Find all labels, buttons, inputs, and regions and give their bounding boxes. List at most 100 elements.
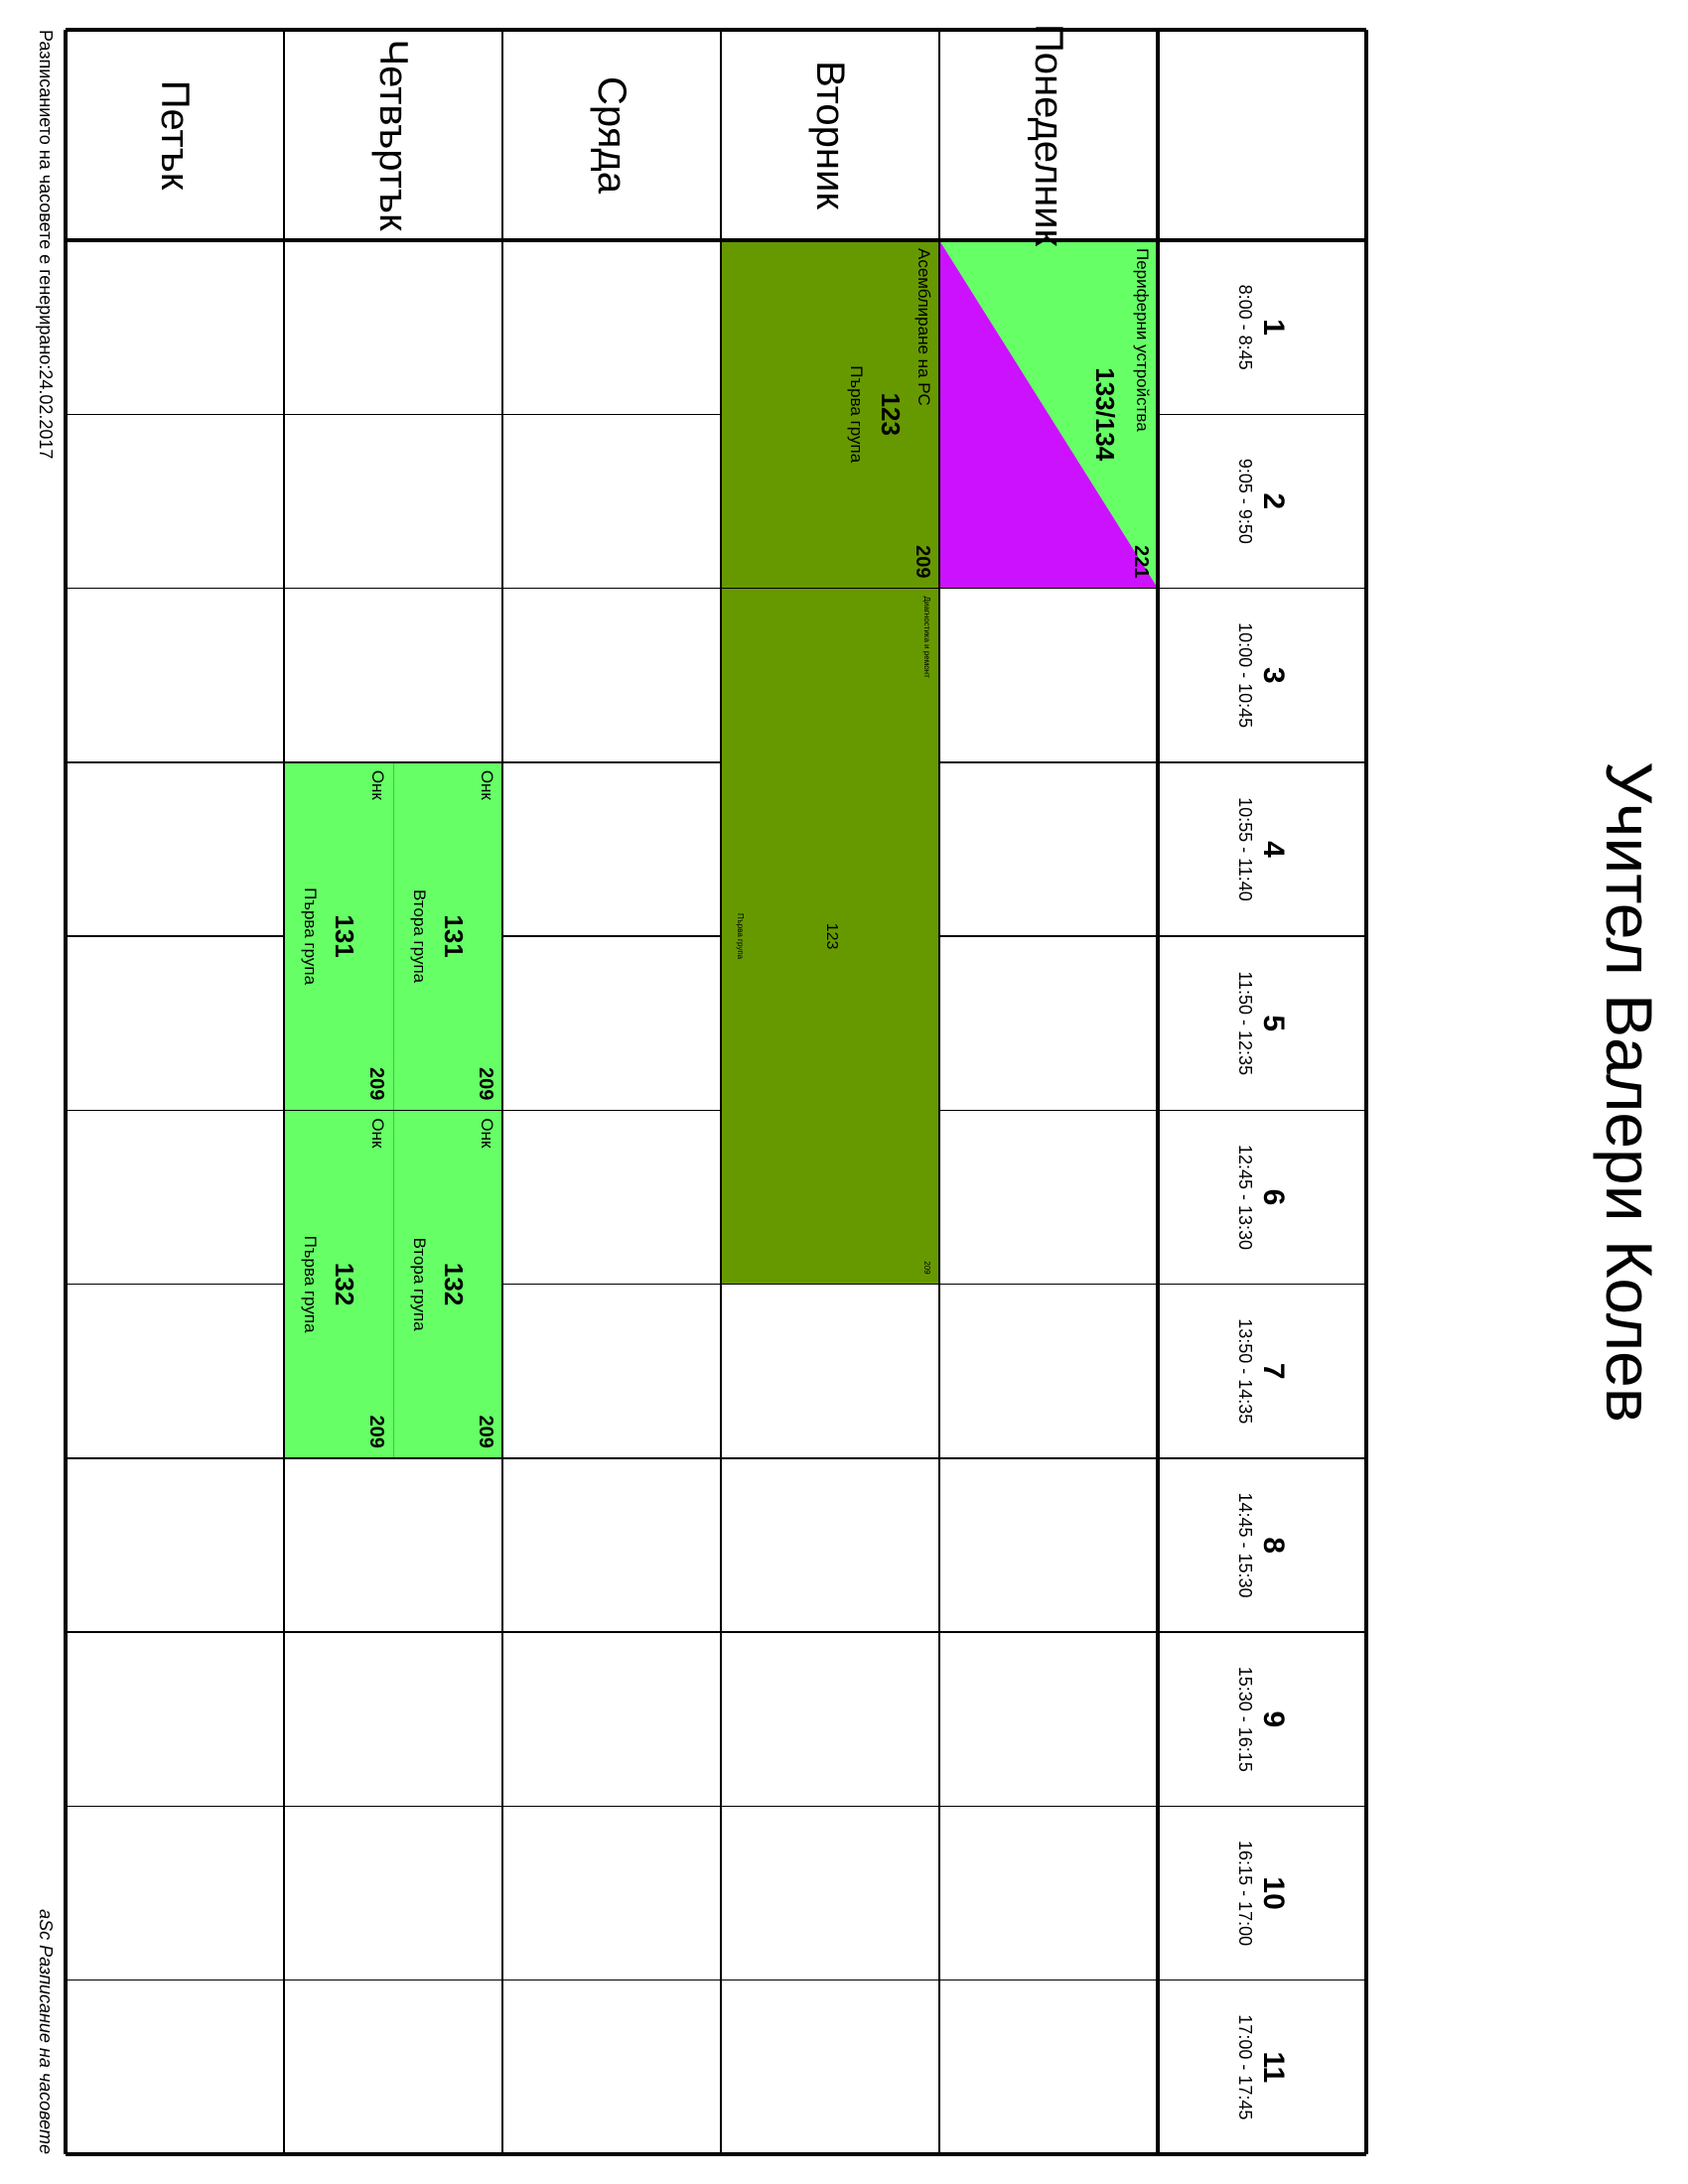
day-header-friday: Петък xyxy=(153,79,198,191)
grid-line-vertical xyxy=(939,935,1158,937)
day-header-tuesday: Вторник xyxy=(808,61,853,209)
grid-line-vertical xyxy=(721,588,939,590)
period-time: 15:30 - 16:15 xyxy=(1235,1666,1255,1772)
grid-line-vertical xyxy=(721,1631,939,1633)
grid-line-vertical xyxy=(284,413,502,416)
period-number: 11 xyxy=(1257,2051,1290,2084)
grid-line-vertical xyxy=(66,1109,284,1112)
period-time: 11:50 - 12:35 xyxy=(1235,971,1255,1076)
period-label: 4 10:55 - 11:40 xyxy=(1158,762,1366,936)
grid-line-vertical xyxy=(502,1979,721,1981)
lesson-tuesday-assembly: Асемблиране на PC 209 123 Първа група xyxy=(721,240,939,589)
period-time: 10:55 - 11:40 xyxy=(1235,797,1255,901)
lesson-subject: Онк xyxy=(478,1118,496,1149)
period-label: 3 10:00 - 10:45 xyxy=(1158,589,1366,762)
grid-line-vertical xyxy=(1158,1631,1366,1633)
grid-line-vertical xyxy=(1158,761,1366,763)
grid-line-vertical xyxy=(721,1805,939,1808)
period-number: 1 xyxy=(1257,319,1290,336)
period-time: 9:05 - 9:50 xyxy=(1235,458,1255,544)
period-number: 9 xyxy=(1257,1710,1290,1728)
grid-line-vertical xyxy=(939,1109,1158,1112)
period-label: 7 13:50 - 14:35 xyxy=(1158,1285,1366,1458)
period-label: 10 16:15 - 17:00 xyxy=(1158,1806,1366,1979)
lesson-group: Първа група xyxy=(301,1235,320,1333)
grid-line-vertical xyxy=(66,1457,284,1459)
lesson-class: 131 xyxy=(439,914,469,958)
grid-line-vertical xyxy=(721,1283,939,1286)
grid-line-horizontal xyxy=(1156,30,1160,2154)
period-label: 9 15:30 - 16:15 xyxy=(1158,1632,1366,1806)
grid-line-vertical xyxy=(502,1631,721,1633)
lesson-room: 209 xyxy=(475,1066,496,1101)
period-time: 14:45 - 15:30 xyxy=(1235,1492,1255,1598)
lesson-group: Втора група xyxy=(410,889,429,984)
grid-line-vertical xyxy=(66,935,284,937)
generated-date-note: Разписанието на часовете е генерирано:24… xyxy=(36,30,56,460)
period-label: 2 9:05 - 9:50 xyxy=(1158,414,1366,588)
grid-line-vertical xyxy=(939,1979,1158,1981)
grid-line-vertical xyxy=(502,587,721,590)
period-time: 16:15 - 17:00 xyxy=(1235,1841,1255,1947)
grid-line-vertical xyxy=(66,1805,284,1808)
lesson-group: Първа група xyxy=(736,913,745,960)
grid-line-vertical xyxy=(66,28,1366,32)
grid-line-horizontal xyxy=(938,30,940,2154)
diagonal-top-fill xyxy=(939,240,1158,589)
grid-line-vertical xyxy=(66,413,284,416)
grid-line-horizontal xyxy=(501,30,503,2154)
day-header-monday: Понеделник xyxy=(1027,24,1071,246)
grid-line-vertical xyxy=(721,1457,939,1459)
grid-line-vertical xyxy=(1158,1979,1366,1981)
period-time: 12:45 - 13:30 xyxy=(1235,1144,1255,1251)
grid-line-vertical xyxy=(1158,935,1366,937)
grid-line-vertical xyxy=(939,761,1158,763)
grid-line-vertical xyxy=(939,1805,1158,1808)
grid-line-vertical xyxy=(502,1109,721,1112)
period-number: 6 xyxy=(1257,1188,1290,1206)
lesson-room: 209 xyxy=(365,1415,387,1448)
lesson-group: Първа група xyxy=(847,365,866,464)
grid-line-vertical xyxy=(502,761,721,763)
lesson-class: 123 xyxy=(876,392,906,436)
period-time: 10:00 - 10:45 xyxy=(1235,622,1255,729)
grid-line-horizontal xyxy=(283,30,285,2154)
period-number: 10 xyxy=(1257,1876,1290,1910)
grid-line-vertical xyxy=(66,238,1366,242)
lesson-room: 209 xyxy=(922,1261,931,1275)
grid-line-vertical xyxy=(66,587,284,590)
period-number: 8 xyxy=(1257,1537,1290,1554)
timetable-grid: Периферни устройства 221 133/134 Асембли… xyxy=(64,24,1368,2156)
period-number: 7 xyxy=(1257,1362,1290,1380)
lesson-room: 209 xyxy=(475,1415,496,1448)
grid-line-vertical xyxy=(66,1979,284,1981)
period-time: 17:00 - 17:45 xyxy=(1235,2014,1255,2120)
grid-line-vertical xyxy=(939,587,1158,590)
lesson-thursday-131-group2: Онк 209 131 Втора група xyxy=(393,761,502,1111)
grid-line-vertical xyxy=(1158,1805,1366,1808)
period-label: 11 17:00 - 17:45 xyxy=(1158,1980,1366,2154)
lesson-monday-diagonal-background xyxy=(939,240,1158,589)
lesson-monday-peripheral-devices: Периферни устройства 221 133/134 xyxy=(939,240,1158,589)
grid-line-vertical xyxy=(1158,413,1366,416)
lesson-thursday-132-group2: Онк 209 132 Втора група xyxy=(393,1110,502,1458)
period-label: 6 12:45 - 13:30 xyxy=(1158,1110,1366,1284)
lesson-subject: Асемблиране на PC xyxy=(914,248,933,406)
grid-line-vertical xyxy=(284,1631,502,1633)
lesson-subject: Периферни устройства xyxy=(1133,248,1152,432)
grid-line-vertical xyxy=(502,1283,721,1286)
grid-line-vertical xyxy=(1158,1109,1366,1112)
lesson-subject: Онк xyxy=(368,1118,387,1149)
grid-line-vertical xyxy=(1158,1457,1366,1459)
period-time: 8:00 - 8:45 xyxy=(1235,284,1255,370)
lesson-subject: Диагностика и ремонт xyxy=(922,596,931,678)
grid-line-vertical xyxy=(284,1979,502,1981)
grid-line-vertical xyxy=(66,1283,284,1286)
period-label: 5 11:50 - 12:35 xyxy=(1158,936,1366,1110)
lesson-class: 133/134 xyxy=(1090,367,1120,462)
grid-line-horizontal xyxy=(720,30,722,2154)
grid-line-vertical xyxy=(1158,1283,1366,1286)
lesson-subject: Онк xyxy=(478,769,496,800)
grid-line-vertical xyxy=(502,413,721,416)
lesson-thursday-131-group1: Онк 209 131 Първа група xyxy=(284,761,393,1111)
